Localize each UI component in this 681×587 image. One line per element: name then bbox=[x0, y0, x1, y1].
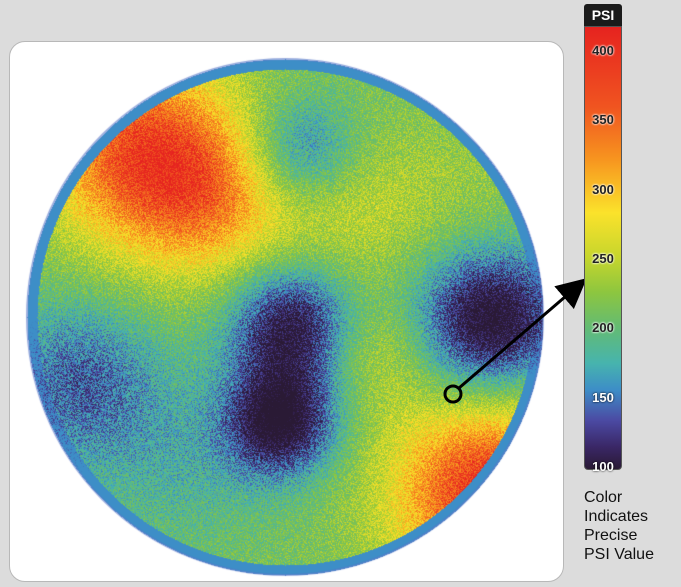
colorbar-tick-label: 150 bbox=[592, 389, 614, 405]
caption-line: PSI Value bbox=[584, 546, 654, 563]
caption-line: Indicates bbox=[584, 508, 649, 525]
pressure-heatmap bbox=[20, 52, 550, 582]
colorbar-tick-label: 200 bbox=[592, 320, 614, 336]
colorbar-tick-label: 300 bbox=[592, 181, 614, 197]
caption-line: Color bbox=[584, 489, 623, 506]
colorbar-tick-label: 400 bbox=[592, 42, 614, 58]
colorbar-tick-label: 350 bbox=[592, 112, 614, 128]
colorbar-tick-label: 100 bbox=[592, 459, 614, 475]
colorbar-gradient bbox=[584, 26, 622, 470]
caption: Color Indicates Precise PSI Value bbox=[584, 488, 681, 564]
caption-line: Precise bbox=[584, 527, 638, 544]
colorbar-unit-label: PSI bbox=[584, 4, 622, 26]
colorbar-tick-label: 250 bbox=[592, 251, 614, 267]
